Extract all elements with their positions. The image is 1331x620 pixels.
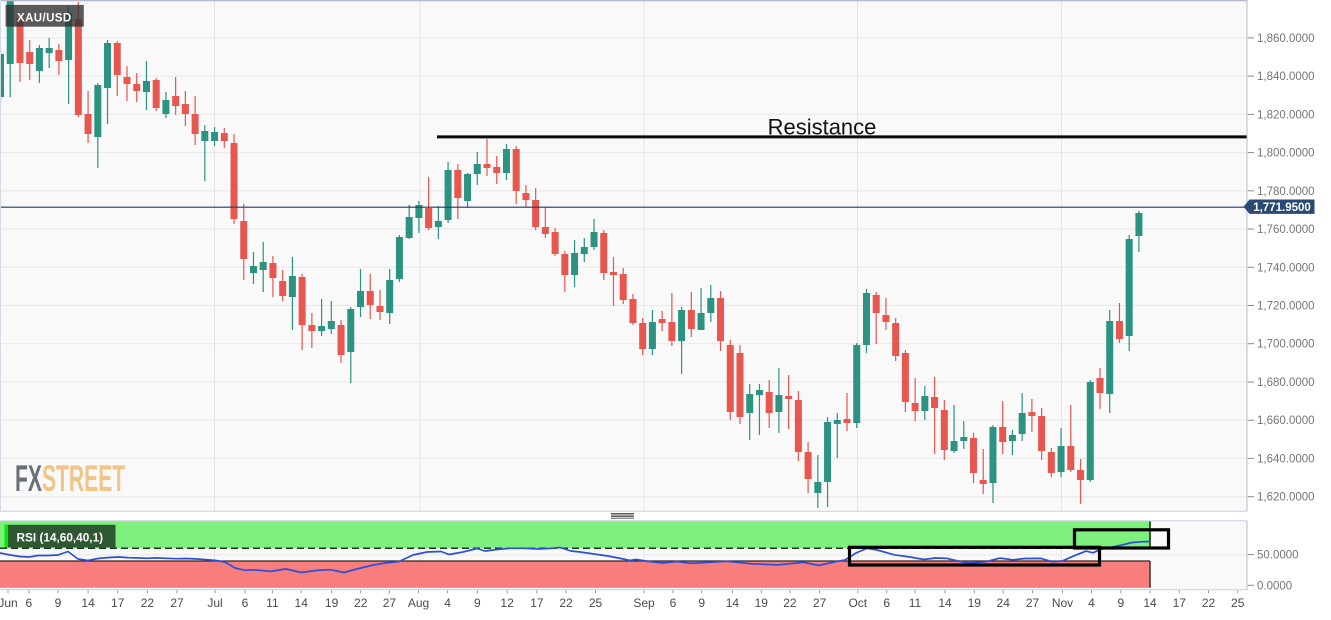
svg-text:25: 25 bbox=[589, 596, 603, 610]
svg-text:6: 6 bbox=[26, 596, 33, 610]
svg-text:RSI (14,60,40,1): RSI (14,60,40,1) bbox=[17, 530, 104, 544]
svg-text:19: 19 bbox=[968, 596, 982, 610]
svg-text:FXSTREET: FXSTREET bbox=[15, 459, 126, 500]
svg-text:6: 6 bbox=[670, 596, 677, 610]
svg-text:Jun: Jun bbox=[0, 596, 18, 610]
svg-text:Jul: Jul bbox=[207, 596, 222, 610]
svg-text:22: 22 bbox=[559, 596, 573, 610]
svg-text:6: 6 bbox=[242, 596, 249, 610]
svg-text:1,640.0000: 1,640.0000 bbox=[1257, 453, 1315, 465]
svg-text:22: 22 bbox=[354, 596, 368, 610]
svg-text:19: 19 bbox=[325, 596, 339, 610]
svg-text:1,800.0000: 1,800.0000 bbox=[1257, 148, 1315, 160]
svg-text:27: 27 bbox=[1026, 596, 1040, 610]
svg-text:1,860.0000: 1,860.0000 bbox=[1257, 33, 1315, 45]
svg-text:1,720.0000: 1,720.0000 bbox=[1257, 301, 1315, 313]
svg-text:Nov: Nov bbox=[1052, 596, 1073, 610]
svg-text:1,771.9500: 1,771.9500 bbox=[1253, 202, 1311, 214]
svg-text:14: 14 bbox=[726, 596, 740, 610]
svg-text:22: 22 bbox=[783, 596, 797, 610]
svg-text:1,740.0000: 1,740.0000 bbox=[1257, 262, 1315, 274]
svg-text:17: 17 bbox=[1173, 596, 1187, 610]
svg-text:1,840.0000: 1,840.0000 bbox=[1257, 71, 1315, 83]
svg-text:50.0000: 50.0000 bbox=[1257, 550, 1299, 562]
svg-text:4: 4 bbox=[1088, 596, 1095, 610]
svg-text:19: 19 bbox=[755, 596, 769, 610]
svg-text:14: 14 bbox=[938, 596, 952, 610]
svg-text:1,660.0000: 1,660.0000 bbox=[1257, 415, 1315, 427]
svg-text:Aug: Aug bbox=[408, 596, 429, 610]
svg-text:11: 11 bbox=[266, 596, 279, 610]
svg-text:9: 9 bbox=[474, 596, 481, 610]
svg-text:17: 17 bbox=[530, 596, 544, 610]
svg-text:27: 27 bbox=[170, 596, 184, 610]
svg-text:22: 22 bbox=[141, 596, 155, 610]
svg-text:1,760.0000: 1,760.0000 bbox=[1257, 224, 1315, 236]
svg-text:17: 17 bbox=[111, 596, 125, 610]
svg-text:6: 6 bbox=[883, 596, 890, 610]
svg-text:9: 9 bbox=[55, 596, 62, 610]
svg-text:1,700.0000: 1,700.0000 bbox=[1257, 339, 1315, 351]
svg-text:22: 22 bbox=[1202, 596, 1216, 610]
svg-text:XAU/USD: XAU/USD bbox=[17, 12, 72, 24]
svg-text:14: 14 bbox=[295, 596, 309, 610]
svg-text:4: 4 bbox=[444, 596, 451, 610]
svg-text:1,620.0000: 1,620.0000 bbox=[1257, 492, 1315, 504]
svg-text:Oct: Oct bbox=[848, 596, 867, 610]
svg-text:24: 24 bbox=[997, 596, 1011, 610]
svg-text:9: 9 bbox=[698, 596, 705, 610]
svg-text:25: 25 bbox=[1231, 596, 1245, 610]
svg-text:Sep: Sep bbox=[633, 596, 655, 610]
svg-text:14: 14 bbox=[81, 596, 95, 610]
svg-text:9: 9 bbox=[1117, 596, 1124, 610]
svg-text:Resistance: Resistance bbox=[768, 115, 877, 140]
svg-text:1,680.0000: 1,680.0000 bbox=[1257, 377, 1315, 389]
svg-text:0.0000: 0.0000 bbox=[1257, 580, 1292, 592]
svg-text:1,820.0000: 1,820.0000 bbox=[1257, 109, 1315, 121]
svg-text:11: 11 bbox=[909, 596, 922, 610]
svg-text:27: 27 bbox=[813, 596, 827, 610]
svg-text:27: 27 bbox=[383, 596, 397, 610]
svg-text:1,780.0000: 1,780.0000 bbox=[1257, 186, 1315, 198]
svg-text:12: 12 bbox=[500, 596, 514, 610]
svg-text:14: 14 bbox=[1143, 596, 1157, 610]
